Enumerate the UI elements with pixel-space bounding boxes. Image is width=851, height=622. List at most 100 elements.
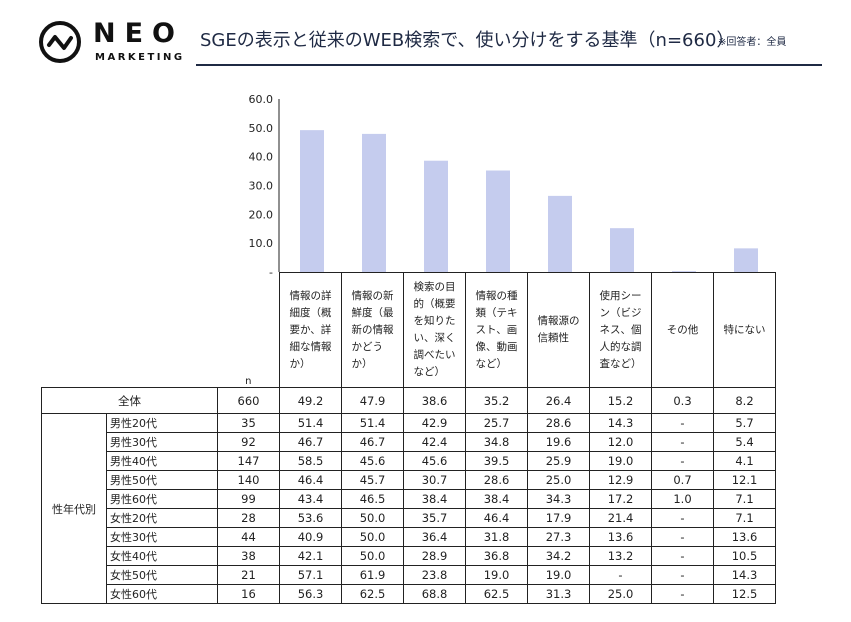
value-cell: 51.4 [341, 413, 404, 433]
value-cell: 19.6 [527, 432, 590, 452]
value-cell: 38.6 [403, 387, 466, 414]
value-cell: 46.7 [279, 432, 342, 452]
row-label: 女性60代 [106, 584, 218, 604]
row-label: 女性30代 [106, 527, 218, 547]
value-cell: - [651, 451, 714, 471]
column-header: 使用シー ン（ビジ ネス、個 人的な調 査など） [589, 272, 652, 388]
table-row-total: 全体 660 49.2 47.9 38.6 35.2 26.4 15.2 0.3 8.2 [41, 387, 776, 414]
table-row: 男性30代 92 46.7 46.7 42.4 34.8 19.6 12.0-5.4 [42, 432, 776, 452]
value-cell: 42.9 [403, 413, 466, 433]
value-cell: 25.0 [527, 470, 590, 490]
column-header-label: 特にない [723, 323, 766, 336]
n-cell: 35 [217, 413, 280, 433]
n-column-header: n [217, 272, 280, 388]
value-cell: 34.2 [527, 546, 590, 566]
value-cell: 7.1 [713, 508, 776, 528]
value-cell: 34.8 [465, 432, 528, 452]
value-cell: 45.7 [341, 470, 404, 490]
n-cell: 147 [217, 451, 280, 471]
row-label: 女性40代 [106, 546, 218, 566]
row-label: 男性20代 [106, 413, 218, 433]
page-title: SGEの表示と従来のWEB検索で、使い分けをする基準（n=660） [200, 30, 735, 51]
table-row: 性年代別 男性20代 35 51.4 51.4 42.9 25.7 28.6 14.3-5.7 [41, 413, 776, 604]
table-row: 女性30代 44 40.9 50.0 36.4 31.8 27.3 13.6-13.6 [42, 527, 776, 547]
value-cell: 38.4 [403, 489, 466, 509]
value-cell: 50.0 [341, 508, 404, 528]
table-row: 男性60代 99 43.4 46.5 38.4 38.4 34.3 17.2 1.0 7.1 [42, 489, 776, 509]
brand-subtitle: MARKETING [95, 52, 185, 63]
value-cell: 45.6 [341, 451, 404, 471]
value-cell: 13.6 [713, 527, 776, 547]
column-header-label: 使用シー ン（ビジ ネス、個 人的な調 査など） [599, 289, 642, 370]
value-cell: 12.5 [713, 584, 776, 604]
y-tick-label: 50.0 [249, 122, 274, 135]
value-cell: 5.7 [713, 413, 776, 433]
respondent-note: ※回答者：全員 [718, 37, 787, 48]
value-cell: 4.1 [713, 451, 776, 471]
value-cell: 8.2 [713, 387, 776, 414]
value-cell: 35.7 [403, 508, 466, 528]
n-cell: 99 [217, 489, 280, 509]
column-header: 検索の目 的（概要 を知りた い、深く 調べたい など） [403, 272, 466, 388]
value-cell: 46.4 [465, 508, 528, 528]
n-cell: 28 [217, 508, 280, 528]
value-cell: - [651, 527, 714, 547]
value-cell: 0.7 [651, 470, 714, 490]
value-cell: 31.3 [527, 584, 590, 604]
bar [672, 271, 696, 272]
brand-name: NEO [93, 18, 184, 49]
y-tick-label: 60.0 [249, 93, 274, 106]
value-cell: 43.4 [279, 489, 342, 509]
value-cell: - [651, 584, 714, 604]
row-label: 男性60代 [106, 489, 218, 509]
value-cell: 46.7 [341, 432, 404, 452]
value-cell: 46.5 [341, 489, 404, 509]
value-cell: - [651, 546, 714, 566]
title-underline [196, 64, 822, 66]
bar [362, 133, 386, 272]
n-cell: 38 [217, 546, 280, 566]
row-label: 全体 [41, 387, 218, 414]
y-tick-label: 40.0 [249, 151, 274, 164]
n-cell: 660 [217, 387, 280, 414]
value-cell: 50.0 [341, 527, 404, 547]
value-cell: 62.5 [341, 584, 404, 604]
table-row: 女性50代 21 57.1 61.9 23.8 19.0 19.0- -14.3 [42, 565, 776, 585]
value-cell: - [651, 413, 714, 433]
n-cell: 16 [217, 584, 280, 604]
value-cell: 15.2 [589, 387, 652, 414]
value-cell: 42.1 [279, 546, 342, 566]
value-cell: 13.2 [589, 546, 652, 566]
value-cell: 58.5 [279, 451, 342, 471]
value-cell: 42.4 [403, 432, 466, 452]
value-cell: 39.5 [465, 451, 528, 471]
bar [486, 170, 510, 272]
column-header-label: 情報の詳 細度（概 要か、詳 細な情報 か） [289, 289, 332, 370]
n-cell: 21 [217, 565, 280, 585]
crosstab-table: n 情報の詳 細度（概 要か、詳 細な情報 か） 情報の新 鮮度（最 新の情報 か… [41, 272, 776, 604]
value-cell: - [651, 432, 714, 452]
row-label: 男性30代 [106, 432, 218, 452]
column-header-label: 情報源の 信頼性 [537, 315, 580, 344]
value-cell: 25.9 [527, 451, 590, 471]
value-cell: 17.2 [589, 489, 652, 509]
value-cell: 19.0 [527, 565, 590, 585]
value-cell: 36.4 [403, 527, 466, 547]
value-cell: 23.8 [403, 565, 466, 585]
bar [424, 160, 448, 272]
row-label: 男性50代 [106, 470, 218, 490]
value-cell: - [651, 565, 714, 585]
n-cell: 92 [217, 432, 280, 452]
column-header: 情報源の 信頼性 [527, 272, 590, 388]
value-cell: 30.7 [403, 470, 466, 490]
value-cell: 36.8 [465, 546, 528, 566]
value-cell: 12.9 [589, 470, 652, 490]
value-cell: 17.9 [527, 508, 590, 528]
column-header: その他 [651, 272, 714, 388]
value-cell: 49.2 [279, 387, 342, 414]
value-cell: 19.0 [465, 565, 528, 585]
n-cell: 44 [217, 527, 280, 547]
column-header-label: 情報の新 鮮度（最 新の情報 かどう か） [351, 289, 394, 370]
value-cell: 1.0 [651, 489, 714, 509]
column-header: 特にない [713, 272, 776, 388]
